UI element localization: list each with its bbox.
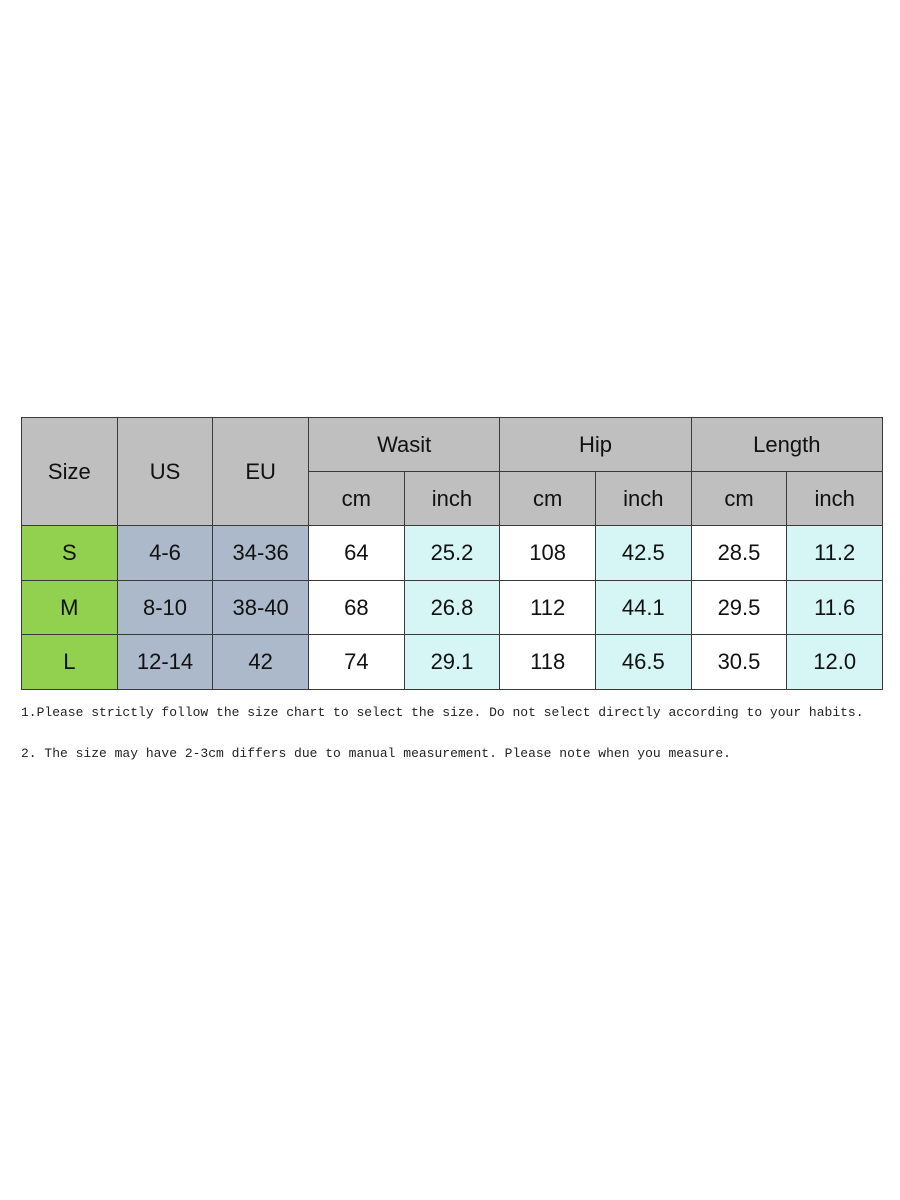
data-cell: 42: [212, 634, 309, 690]
data-cell: 46.5: [595, 634, 692, 690]
group-header: Length: [690, 417, 883, 472]
data-cell: 25.2: [403, 525, 501, 581]
group-header: Wasit: [308, 417, 501, 472]
data-cell: 42.5: [595, 525, 692, 581]
data-cell: 12-14: [116, 634, 214, 690]
header-cell: EU: [212, 417, 309, 526]
size-cell: S: [21, 525, 118, 581]
note: 2. The size may have 2-3cm differs due t…: [21, 746, 731, 761]
data-cell: 28.5: [690, 525, 788, 581]
data-cell: 44.1: [595, 580, 692, 635]
unit-header: cm: [690, 471, 788, 526]
unit-header: inch: [403, 471, 501, 526]
data-cell: 118: [499, 634, 596, 690]
data-cell: 12.0: [786, 634, 883, 690]
data-cell: 4-6: [116, 525, 214, 581]
data-cell: 30.5: [690, 634, 788, 690]
unit-header: cm: [308, 471, 405, 526]
unit-header: inch: [786, 471, 883, 526]
data-cell: 11.6: [786, 580, 883, 635]
data-cell: 8-10: [116, 580, 214, 635]
data-cell: 112: [499, 580, 596, 635]
data-cell: 38-40: [212, 580, 309, 635]
data-cell: 26.8: [403, 580, 501, 635]
data-cell: 11.2: [786, 525, 883, 581]
group-header: Hip: [499, 417, 692, 472]
unit-header: inch: [595, 471, 692, 526]
unit-header: cm: [499, 471, 596, 526]
size-cell: M: [21, 580, 118, 635]
data-cell: 34-36: [212, 525, 309, 581]
data-cell: 74: [308, 634, 405, 690]
data-cell: 29.5: [690, 580, 788, 635]
size-cell: L: [21, 634, 118, 690]
data-cell: 29.1: [403, 634, 501, 690]
data-cell: 68: [308, 580, 405, 635]
header-cell: US: [116, 417, 214, 526]
data-cell: 64: [308, 525, 405, 581]
data-cell: 108: [499, 525, 596, 581]
note: 1.Please strictly follow the size chart …: [21, 705, 864, 720]
header-cell: Size: [21, 417, 118, 526]
